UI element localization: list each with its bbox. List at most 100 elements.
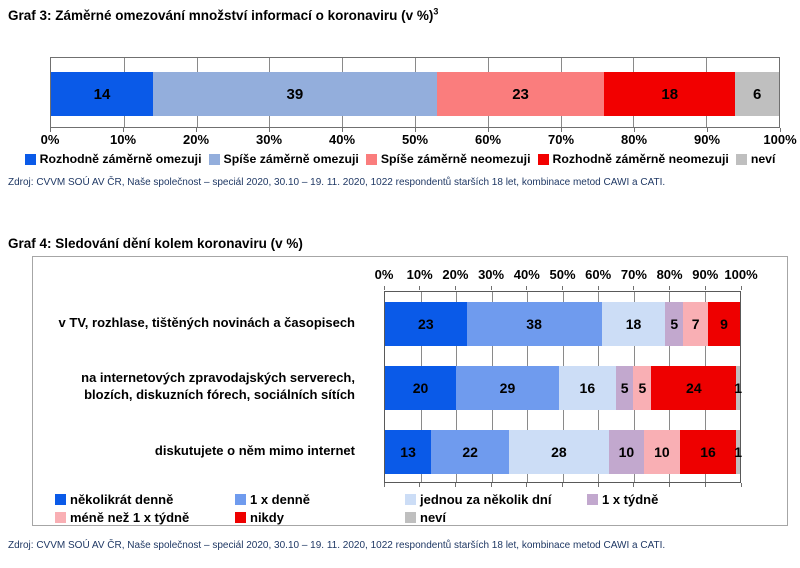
axis-tick-mark <box>597 286 599 290</box>
segment-value-label: 5 <box>638 380 647 396</box>
category-label: na internetových zpravodajských serverec… <box>33 355 371 419</box>
bar-segment: 29 <box>456 366 559 410</box>
axis-tick-mark <box>419 483 421 487</box>
graf3-title-text: Graf 3: Záměrné omezování množství infor… <box>8 8 434 23</box>
legend-swatch <box>735 153 747 165</box>
axis-tick-mark <box>526 286 528 290</box>
legend-item: méně než 1 x týdně <box>55 509 235 525</box>
segment-value-label: 13 <box>400 444 416 460</box>
segment-value-label: 24 <box>686 380 702 396</box>
segment-value-label: 10 <box>654 444 670 460</box>
legend-item: nikdy <box>235 509 405 525</box>
legend-item: neví <box>405 509 587 525</box>
bar-segment: 28 <box>509 430 609 474</box>
axis-tick-mark <box>268 128 270 132</box>
stacked-bar: 20 29 16 5 5 24 1 <box>385 366 743 410</box>
legend-swatch <box>587 493 598 505</box>
graf4-title: Graf 4: Sledování dění kolem koronaviru … <box>8 236 303 251</box>
bar-segment: 38 <box>466 302 602 346</box>
graf4-source: Zdroj: CVVM SOÚ AV ČR, Naše společnost –… <box>8 540 666 551</box>
segment-value-label: 18 <box>625 316 642 332</box>
graf4-chart-box: 0% 10% 20% 30% 40% 50% 60% 70% 80% 90% 100% 23 38 18… <box>32 256 788 526</box>
axis-tick-mark <box>562 483 563 487</box>
bar-segment: 16 <box>679 430 737 474</box>
legend-swatch <box>235 511 246 523</box>
legend-label: 1 x denně <box>250 491 310 507</box>
legend-item: neví <box>735 151 776 167</box>
axis-tick-label: 40% <box>328 132 356 147</box>
legend-item: 1 x týdně <box>587 491 781 507</box>
graf3-plot-area: 14 39 23 18 6 <box>50 57 780 128</box>
axis-tick-mark <box>490 483 492 487</box>
axis-tick-mark <box>487 128 489 132</box>
axis-tick-label: 10% <box>406 267 433 282</box>
legend-swatch <box>208 153 220 165</box>
axis-tick-mark <box>706 128 708 132</box>
legend-label: několikrát denně <box>70 491 174 507</box>
axis-tick-mark <box>597 483 599 487</box>
bar-segment: 1 <box>734 430 743 474</box>
bar-segment: 13 <box>385 430 432 474</box>
bar-segment: 18 <box>601 302 666 346</box>
legend-item: Rozhodně záměrně neomezuji <box>537 151 729 167</box>
legend-label: Spíše záměrně neomezuji <box>380 152 531 166</box>
category-label: v TV, rozhlase, tištěných novinách a čas… <box>33 291 371 355</box>
axis-tick-label: 40% <box>513 267 540 282</box>
legend-item: 1 x denně <box>235 491 405 507</box>
bar-segment: 23 <box>385 302 467 346</box>
axis-tick-label: 90% <box>692 267 719 282</box>
axis-tick-mark <box>490 286 492 290</box>
axis-tick-label: 100% <box>724 267 758 282</box>
legend-label: Rozhodně záměrně omezuji <box>39 152 202 166</box>
bar-segment: 24 <box>651 366 737 410</box>
axis-tick-mark <box>341 128 343 132</box>
graf3-x-axis: 0% 10% 20% 30% 40% 50% 60% 70% 80% 90% 100% <box>41 132 797 148</box>
axis-tick-label: 50% <box>549 267 576 282</box>
axis-tick-mark <box>740 483 742 487</box>
axis-tick-mark <box>669 483 671 487</box>
axis-tick-mark <box>454 483 456 487</box>
axis-tick-label: 80% <box>656 267 683 282</box>
axis-tick-mark <box>49 128 51 132</box>
graf4-axis-ticks-top <box>383 286 742 291</box>
axis-tick-label: 20% <box>182 132 210 147</box>
segment-value-label: 23 <box>512 85 529 103</box>
legend-swatch <box>235 493 246 505</box>
axis-tick-mark <box>383 286 385 290</box>
axis-tick-mark <box>779 128 781 132</box>
bar-segment: 5 <box>665 302 684 346</box>
legend-item: jednou za několik dní <box>405 491 587 507</box>
axis-tick-mark <box>704 483 706 487</box>
graf3-title-superscript: 3 <box>433 6 439 17</box>
axis-tick-mark <box>740 286 742 290</box>
segment-value-label: 1 <box>734 444 743 460</box>
legend-label: nikdy <box>250 509 284 525</box>
axis-tick-label: 20% <box>442 267 469 282</box>
graf3-legend: Rozhodně záměrně omezuji Spíše záměrně om… <box>0 151 800 167</box>
stacked-bar: 23 38 18 5 7 9 <box>385 302 740 346</box>
axis-tick-mark <box>383 483 385 487</box>
legend-item: několikrát denně <box>55 491 235 507</box>
segment-value-label: 6 <box>752 85 762 103</box>
bar-segment: 20 <box>385 366 456 410</box>
legend-label: neví <box>750 152 776 166</box>
bar-segment: 1 <box>734 366 743 410</box>
legend-item: Spíše záměrně omezuji <box>208 151 359 167</box>
category-label-text: na internetových zpravodajských serverec… <box>81 370 355 402</box>
segment-value-label: 29 <box>499 380 516 396</box>
bar-segment: 39 <box>152 72 437 116</box>
graf3-axis-ticks <box>49 128 781 133</box>
axis-tick-label: 80% <box>620 132 648 147</box>
legend-item: Spíše záměrně neomezuji <box>365 151 531 167</box>
legend-label: jednou za několik dní <box>420 491 552 507</box>
legend-item: Rozhodně záměrně omezuji <box>24 151 202 167</box>
bar-segment: 5 <box>615 366 634 410</box>
axis-tick-mark <box>195 128 197 132</box>
stacked-bar: 13 22 28 10 10 16 1 <box>385 430 743 474</box>
segment-value-label: 18 <box>661 85 679 103</box>
segment-value-label: 1 <box>734 380 743 396</box>
bar-segment: 14 <box>51 72 153 116</box>
segment-value-label: 38 <box>526 316 542 332</box>
legend-label: 1 x týdně <box>602 491 659 507</box>
axis-tick-mark <box>669 286 671 290</box>
